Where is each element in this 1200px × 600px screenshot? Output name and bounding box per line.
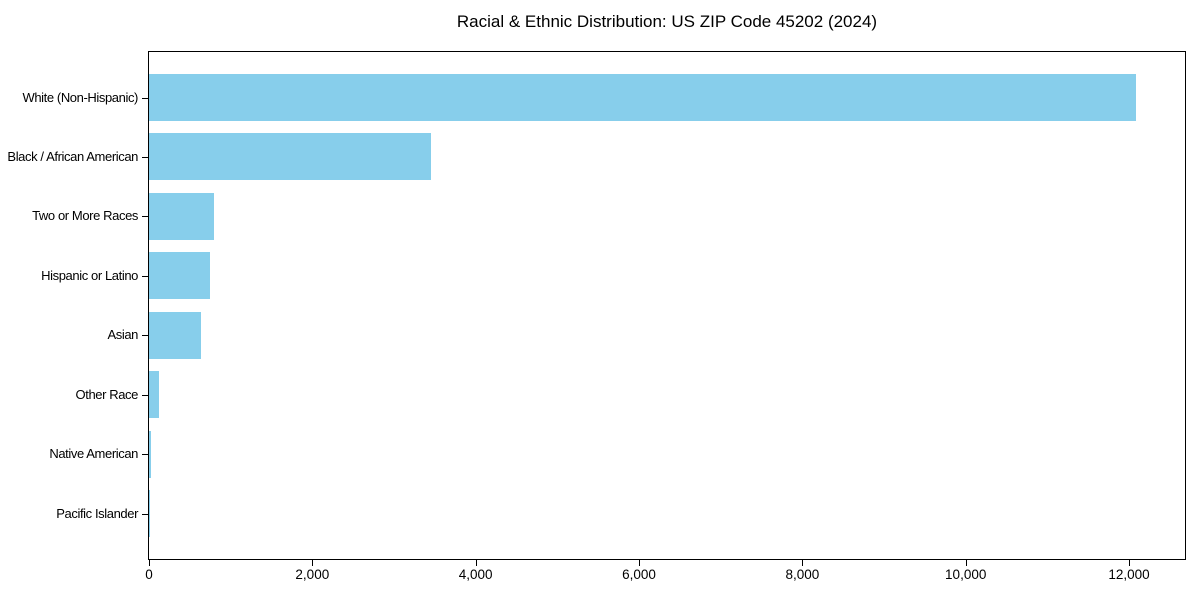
plot-area xyxy=(148,51,1186,560)
bar-native-american xyxy=(149,430,152,478)
x-tick-0 xyxy=(149,560,150,566)
y-tick-other-race xyxy=(142,394,148,396)
x-tick-6000 xyxy=(639,560,641,566)
x-tick-8000 xyxy=(802,560,804,566)
y-axis-label-pacific-islander: Pacific Islander xyxy=(56,505,138,521)
x-tick-12000 xyxy=(1129,560,1131,566)
y-axis-label-asian: Asian xyxy=(107,327,138,343)
x-tick-label-2000: 2,000 xyxy=(295,567,330,582)
y-tick-white-non-hispanic xyxy=(142,97,148,99)
x-tick-4000 xyxy=(475,560,477,566)
bar-two-or-more-races xyxy=(149,192,214,240)
y-axis-label-other-race: Other Race xyxy=(75,386,139,402)
bar-asian xyxy=(149,311,202,359)
x-tick-10000 xyxy=(965,560,967,566)
x-tick-label-12000: 12,000 xyxy=(1108,567,1150,582)
x-tick-2000 xyxy=(312,560,314,566)
x-tick-label-4000: 4,000 xyxy=(458,567,493,582)
y-tick-pacific-islander xyxy=(142,513,148,515)
bar-pacific-islander xyxy=(149,490,150,537)
x-tick-label-0: 0 xyxy=(145,567,153,582)
bar-white-non-hispanic xyxy=(149,74,1136,121)
y-axis-label-black-african-american: Black / African American xyxy=(7,148,138,164)
y-axis-label-two-or-more-races: Two or More Races xyxy=(32,208,138,224)
y-tick-hispanic-or-latino xyxy=(142,275,148,277)
y-tick-black-african-american xyxy=(142,156,148,158)
y-axis-label-native-american: Native American xyxy=(49,446,138,462)
y-axis-label-hispanic-or-latino: Hispanic or Latino xyxy=(41,267,138,283)
y-tick-native-american xyxy=(142,454,148,456)
chart-title: Racial & Ethnic Distribution: US ZIP Cod… xyxy=(456,12,878,31)
bar-black-african-american xyxy=(149,133,431,181)
x-tick-label-6000: 6,000 xyxy=(622,567,656,582)
y-tick-two-or-more-races xyxy=(142,216,148,218)
x-tick-label-10000: 10,000 xyxy=(945,567,987,582)
x-tick-label-8000: 8,000 xyxy=(785,567,820,582)
y-axis-label-white-non-hispanic: White (Non-Hispanic) xyxy=(22,89,138,105)
y-tick-asian xyxy=(142,335,148,337)
bar-hispanic-or-latino xyxy=(149,252,211,300)
bar-other-race xyxy=(149,371,159,419)
